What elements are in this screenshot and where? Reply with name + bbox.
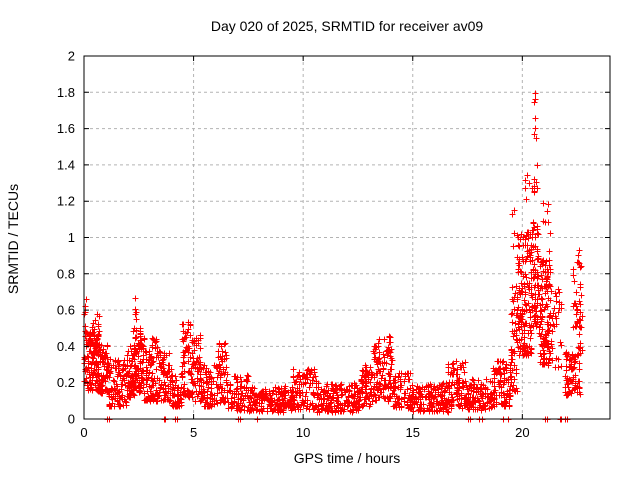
x-tick-label: 10 xyxy=(296,425,310,440)
y-tick-label: 1.8 xyxy=(57,85,75,100)
y-tick-label: 0.8 xyxy=(57,266,75,281)
y-tick-label: 0.6 xyxy=(57,303,75,318)
y-tick-label: 1.4 xyxy=(57,157,75,172)
x-tick-label: 20 xyxy=(515,425,529,440)
y-tick-label: 0.2 xyxy=(57,375,75,390)
scatter-points xyxy=(81,90,586,423)
y-tick-label: 1.6 xyxy=(57,121,75,136)
x-axis-label: GPS time / hours xyxy=(293,450,401,466)
x-tick-label: 5 xyxy=(190,425,197,440)
y-tick-label: 2 xyxy=(68,49,75,64)
grid-lines xyxy=(84,56,610,419)
y-axis-label: SRMTID / TECUs xyxy=(5,183,21,295)
y-tick-label: 1 xyxy=(68,230,75,245)
x-tick-label: 0 xyxy=(80,425,87,440)
x-tick-label: 15 xyxy=(406,425,420,440)
plot-border xyxy=(83,55,611,420)
chart-title: Day 020 of 2025, SRMTID for receiver av0… xyxy=(210,18,484,34)
y-tick-label: 1.2 xyxy=(57,194,75,209)
y-tick-label: 0.4 xyxy=(57,339,75,354)
y-tick-label: 0 xyxy=(68,412,75,427)
